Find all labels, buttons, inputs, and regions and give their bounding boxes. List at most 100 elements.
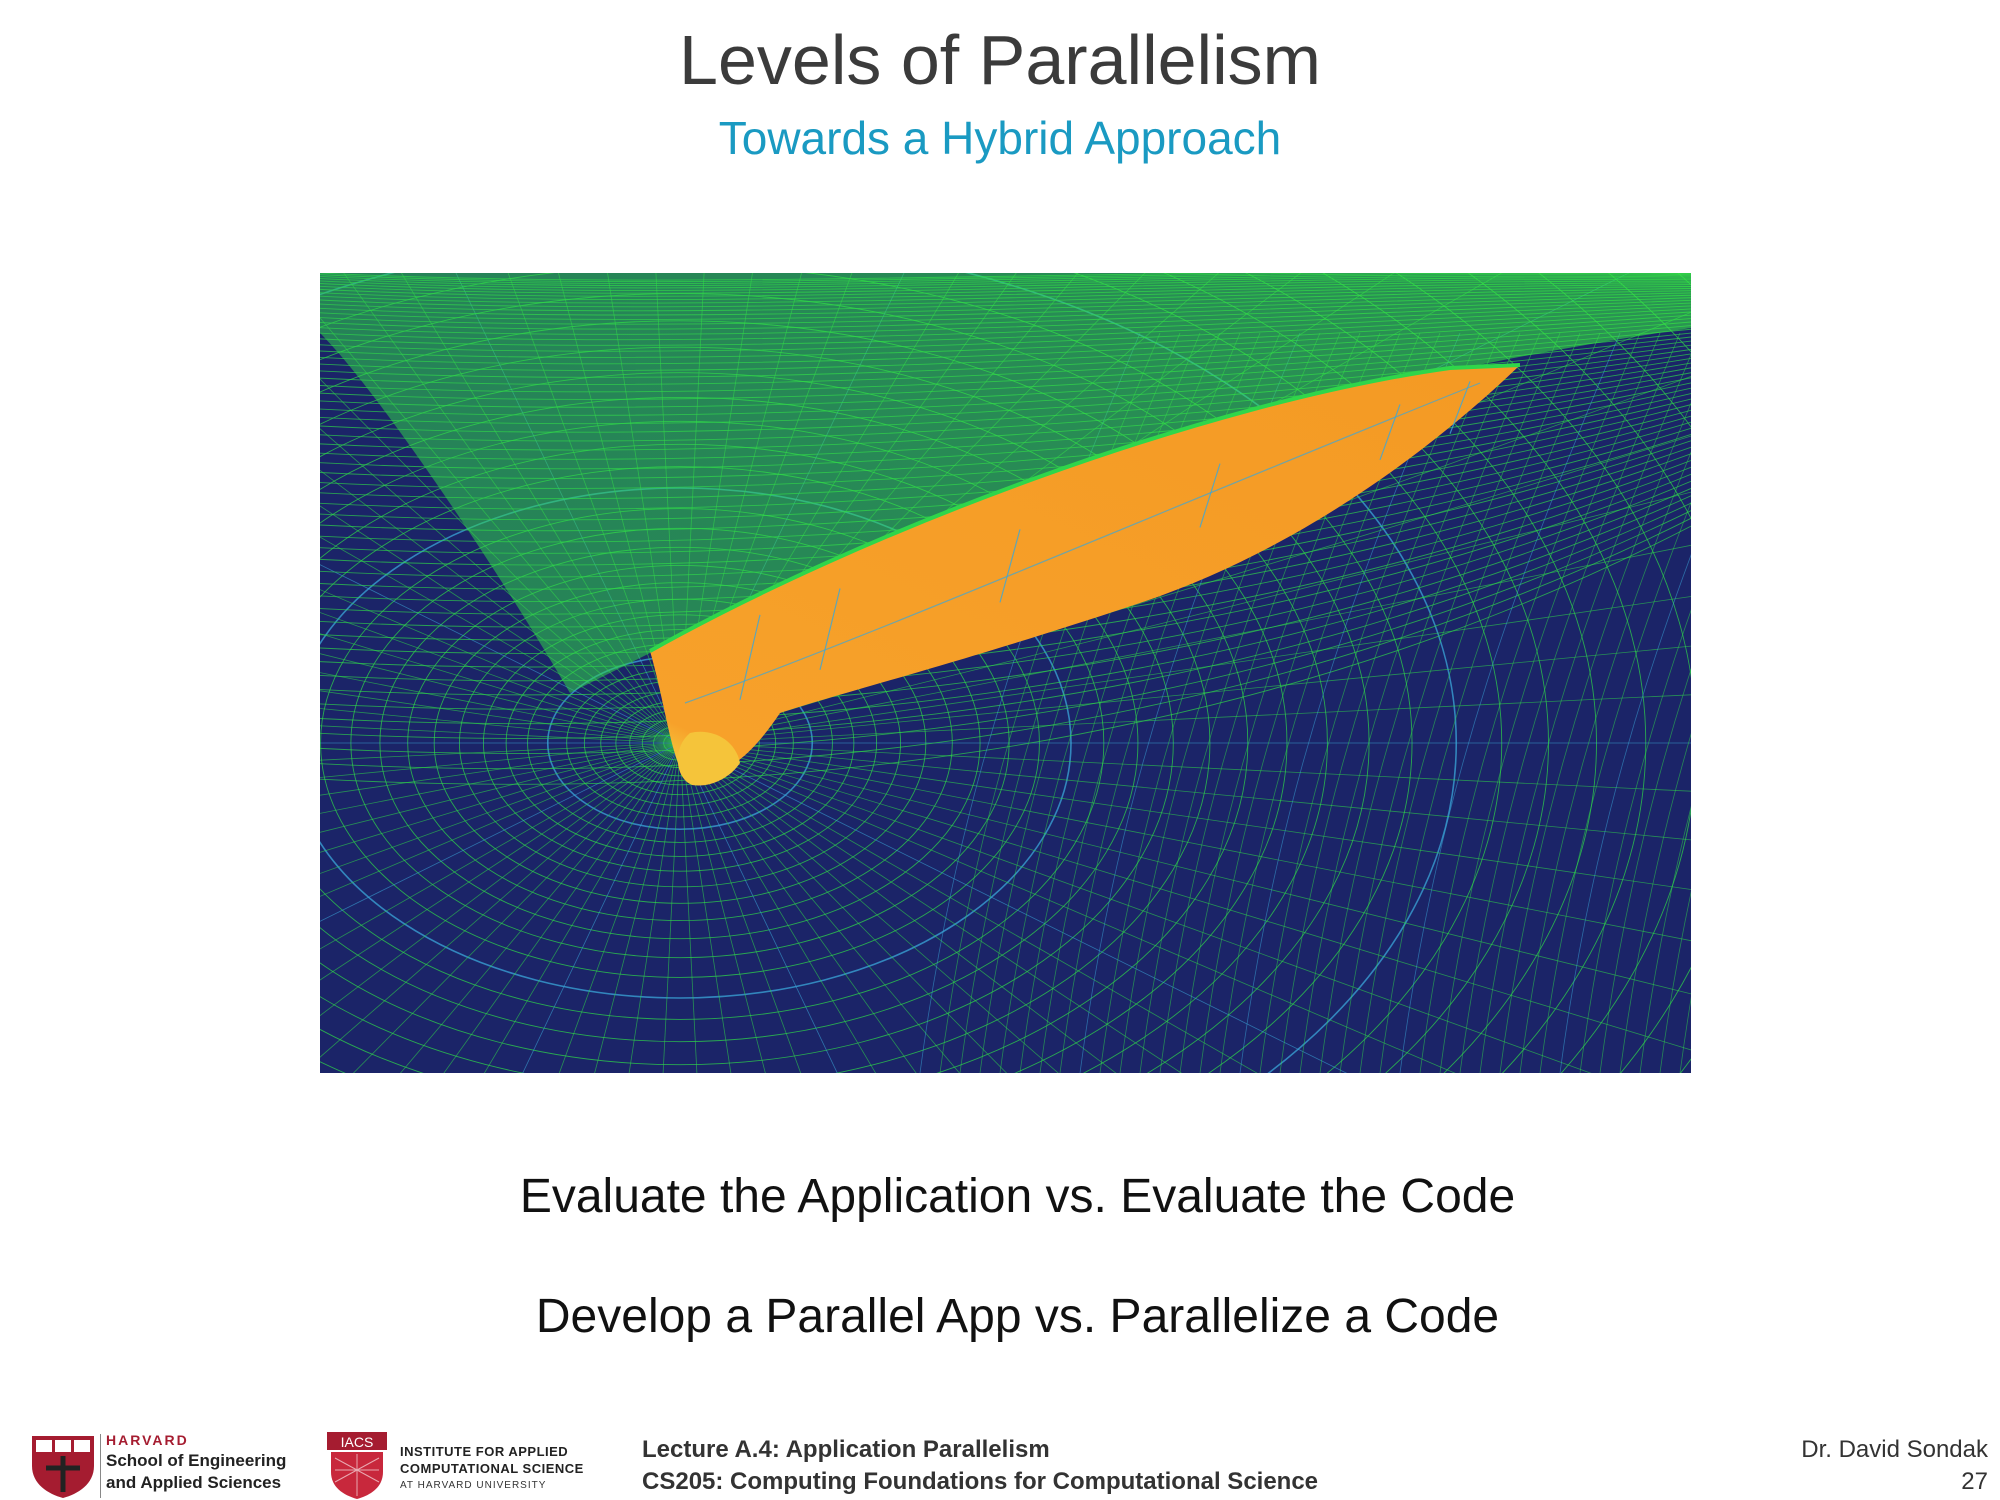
iacs-line-3: AT HARVARD UNIVERSITY (400, 1480, 547, 1491)
mesh-radial-line (320, 742, 681, 981)
mesh-wake-line (320, 480, 1691, 696)
hull-waterline (649, 363, 1521, 653)
iacs-line-1: INSTITUTE FOR APPLIED (400, 1444, 569, 1459)
course-title: CS205: Computing Foundations for Computa… (642, 1468, 1319, 1495)
mesh-vertical-line (1419, 332, 1641, 1073)
mesh-radial-line (352, 742, 681, 1073)
mesh-radial-line (320, 505, 681, 744)
footer-author-info: Dr. David Sondak 27 (1801, 1434, 1988, 1498)
seas-harvard-label: HARVARD (106, 1432, 189, 1448)
hull-panel-line (1199, 463, 1221, 528)
mesh-radial-line (320, 633, 681, 744)
mesh-vertical-line (1559, 554, 1691, 1073)
lecture-title: Lecture A.4: Application Parallelism (642, 1436, 1050, 1463)
mesh-vertical-line (1539, 501, 1691, 1073)
mesh-radial-line (679, 742, 1008, 1073)
mesh-vertical-line (1519, 451, 1691, 1073)
mesh-radial-line (679, 742, 1691, 942)
mesh-radial-line (320, 536, 681, 744)
mesh-vertical-line (1399, 332, 1621, 1073)
hull-panel-line (1379, 404, 1401, 461)
mesh-radial-line (558, 742, 681, 1073)
hull-panel-line (999, 529, 1021, 603)
mesh-radial-line (443, 742, 681, 1073)
mesh-radial-line (679, 742, 1691, 792)
ship-hull (650, 365, 1520, 778)
mesh-vertical-line (1279, 332, 1501, 1073)
mesh-vertical-line (1599, 668, 1691, 1073)
mesh-vertical-line (1379, 332, 1601, 1073)
mesh-radial-line (320, 612, 681, 744)
mesh-radial-line (400, 742, 681, 1073)
mesh-vertical-line (1339, 332, 1561, 1073)
footer-lecture-info: Lecture A.4: Application Parallelism CS2… (642, 1434, 1318, 1498)
mesh-radial-line (679, 491, 1691, 744)
iacs-line-2: COMPUTATIONAL SCIENCE (400, 1461, 584, 1476)
mesh-radial-line (679, 742, 802, 1073)
mesh-radial-line (679, 742, 1691, 1051)
mesh-radial-line (679, 596, 1691, 744)
mesh-radial-line (679, 742, 1348, 1073)
mesh-vertical-line (1659, 890, 1691, 1073)
mesh-radial-line (320, 742, 681, 833)
harvard-shield-icon (32, 1436, 94, 1498)
mesh-radial-line (679, 742, 877, 1073)
mesh-radial-line (320, 653, 681, 744)
mesh-vertical-line (1619, 733, 1691, 1073)
mesh-radial-line (679, 645, 1691, 744)
mesh-radial-line (662, 742, 681, 1073)
mesh-radial-line (679, 694, 1691, 744)
seas-logo: HARVARD School of Engineering and Applie… (28, 1432, 308, 1500)
mesh-radial-line (320, 564, 681, 744)
mesh-wake-line (320, 488, 1691, 710)
mesh-radial-line (679, 742, 1691, 995)
mesh-radial-line (679, 742, 1258, 1073)
seas-line-1: School of Engineering (106, 1451, 287, 1470)
mesh-wake-line (320, 517, 1691, 770)
mesh-radial-line (679, 742, 698, 1073)
author-name: Dr. David Sondak (1801, 1436, 1988, 1463)
mesh-graphic (320, 273, 1691, 1073)
iacs-shield-icon: IACS (327, 1432, 387, 1499)
mesh-vertical-line (1459, 332, 1681, 1073)
mesh-vertical-line (1579, 609, 1691, 1073)
mesh-radial-line (628, 742, 681, 1073)
mesh-radial-line (679, 742, 1691, 890)
slide-title: Levels of Parallelism (679, 21, 1321, 99)
page-number: 27 (1961, 1468, 1988, 1495)
mesh-radial-line (320, 742, 681, 1017)
wake-surface (320, 273, 1691, 693)
mesh-vertical-line (1639, 805, 1691, 1073)
mesh-wake-line (320, 525, 1691, 785)
mesh-radial-line (522, 742, 681, 1073)
mesh-radial-line (320, 742, 681, 897)
mesh-radial-line (679, 742, 1182, 1073)
mesh-radial-line (679, 742, 766, 1073)
mesh-radial-line (679, 742, 1059, 1073)
mesh-vertical-line (1319, 332, 1541, 1073)
mesh-radial-line (679, 742, 1592, 1073)
bulbous-bow (677, 731, 740, 786)
mesh-radial-line (679, 742, 917, 1073)
mesh-radial-line (483, 742, 681, 1073)
mesh-radial-line (320, 469, 681, 744)
hull-panel-line (1449, 381, 1471, 434)
seas-line-2: and Applied Sciences (106, 1473, 282, 1492)
mesh-radial-line (679, 742, 1117, 1073)
comparison-line-2: Develop a Parallel App vs. Parallelize a… (535, 1290, 1500, 1343)
mesh-radial-line (320, 742, 681, 950)
comparison-line-1: Evaluate the Application vs. Evaluate th… (519, 1170, 1516, 1223)
hull-panel-line (819, 588, 841, 670)
mesh-wake-line (320, 495, 1691, 725)
mesh-radial-line (679, 742, 960, 1073)
mesh-radial-line (320, 672, 681, 744)
mesh-vertical-line (1479, 353, 1691, 1073)
mesh-radial-line (320, 742, 681, 874)
mesh-radial-line (594, 742, 681, 1073)
mesh-radial-line (679, 742, 838, 1073)
mesh-radial-line (320, 742, 681, 814)
mesh-radial-line (320, 742, 681, 1058)
mesh-vertical-line (1299, 332, 1521, 1073)
mesh-radial-line (679, 742, 732, 1073)
